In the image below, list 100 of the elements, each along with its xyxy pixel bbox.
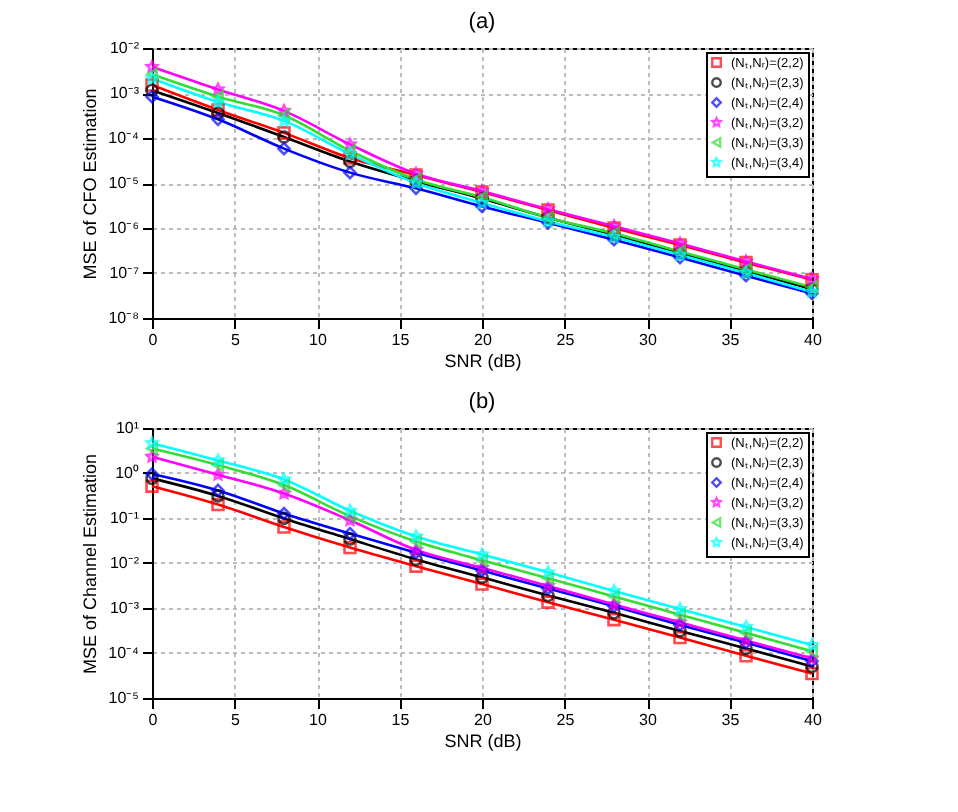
point	[145, 436, 159, 449]
chart-title: (a)	[468, 10, 496, 34]
y-tick-label: 10⁻⁷	[109, 264, 140, 282]
point	[211, 489, 225, 503]
point	[475, 570, 489, 585]
point	[409, 534, 423, 549]
y-axis-title: MSE of Channel Estimation	[80, 453, 101, 675]
point	[277, 141, 291, 156]
point	[805, 638, 819, 651]
y-tick-label: 10⁻⁶	[108, 219, 139, 237]
point	[211, 458, 225, 472]
point	[739, 620, 753, 633]
point	[277, 108, 291, 123]
point	[541, 571, 555, 585]
x-tick-label: 35	[721, 711, 741, 729]
y-tick-label: 10⁻¹	[109, 509, 140, 527]
x-axis-title: SNR (dB)	[444, 351, 522, 371]
x-tick-label: 15	[391, 331, 411, 349]
y-tick-label: 10⁻⁸	[108, 309, 139, 327]
y-tick-label: 10¹	[115, 419, 140, 437]
point	[343, 509, 357, 523]
point	[277, 114, 291, 127]
point	[145, 441, 159, 456]
point	[277, 520, 291, 534]
point	[475, 553, 489, 568]
point	[739, 641, 753, 656]
point	[739, 626, 753, 640]
point	[607, 589, 621, 604]
y-tick-label: 10⁻⁵	[108, 174, 139, 192]
y-tick-label: 10⁻³	[109, 84, 140, 102]
point	[673, 607, 687, 622]
point	[343, 526, 357, 541]
x-tick-label: 20	[474, 711, 493, 729]
point	[211, 467, 225, 481]
point	[211, 483, 225, 498]
y-tick-label: 10⁻³	[109, 599, 140, 617]
point	[145, 479, 159, 493]
point	[673, 624, 687, 638]
point	[343, 503, 357, 517]
x-tick-label: 0	[148, 711, 159, 729]
point	[409, 529, 423, 543]
point	[541, 595, 555, 609]
point	[607, 606, 621, 620]
y-tick-label: 10⁻⁴	[108, 129, 141, 147]
point	[343, 513, 357, 527]
x-tick-label: 10	[309, 711, 328, 729]
point	[145, 71, 159, 85]
point	[607, 584, 621, 597]
x-tick-label: 25	[556, 331, 576, 349]
point	[343, 532, 357, 546]
chart-title: (b)	[468, 390, 496, 414]
x-tick-label: 20	[474, 331, 493, 349]
y-tick-label: 10⁻²	[109, 39, 140, 57]
point	[409, 181, 423, 196]
point	[343, 137, 357, 151]
point	[277, 472, 291, 486]
x-tick-label: 40	[804, 711, 823, 729]
point	[673, 630, 687, 645]
point	[475, 196, 489, 209]
point	[805, 644, 819, 658]
point	[475, 577, 489, 591]
point	[211, 112, 225, 127]
point	[211, 497, 225, 512]
x-tick-label: 35	[721, 331, 741, 349]
x-tick-label: 30	[639, 331, 658, 349]
point	[541, 588, 555, 603]
x-tick-label: 0	[148, 331, 159, 349]
y-tick-label: 10⁻⁴	[108, 644, 141, 662]
point	[805, 666, 819, 681]
point	[475, 547, 489, 561]
x-tick-label: 10	[309, 331, 328, 349]
y-tick-label: 10⁰	[115, 464, 139, 482]
point	[211, 89, 225, 104]
x-tick-label: 25	[556, 711, 576, 729]
x-tick-label: 40	[804, 331, 823, 349]
point	[409, 559, 423, 573]
point	[607, 612, 621, 627]
x-tick-label: 5	[231, 711, 242, 729]
x-tick-label: 5	[231, 331, 242, 349]
point	[277, 478, 291, 492]
point	[145, 449, 159, 463]
point	[409, 552, 423, 567]
point	[673, 602, 687, 615]
x-tick-label: 30	[639, 711, 658, 729]
y-tick-label: 10⁻⁵	[108, 689, 139, 707]
point	[541, 565, 555, 579]
x-axis-title: SNR (dB)	[444, 731, 522, 751]
x-tick-label: 15	[391, 711, 411, 729]
y-axis-title: MSE of CFO Estimation	[80, 88, 101, 280]
point	[739, 648, 753, 663]
point	[343, 540, 357, 555]
y-tick-label: 10⁻²	[109, 554, 140, 572]
point	[211, 95, 225, 108]
point	[211, 82, 225, 96]
point	[475, 199, 489, 214]
point	[145, 60, 159, 73]
point	[211, 453, 225, 467]
point	[343, 165, 357, 180]
point	[277, 506, 291, 521]
point	[277, 104, 291, 117]
